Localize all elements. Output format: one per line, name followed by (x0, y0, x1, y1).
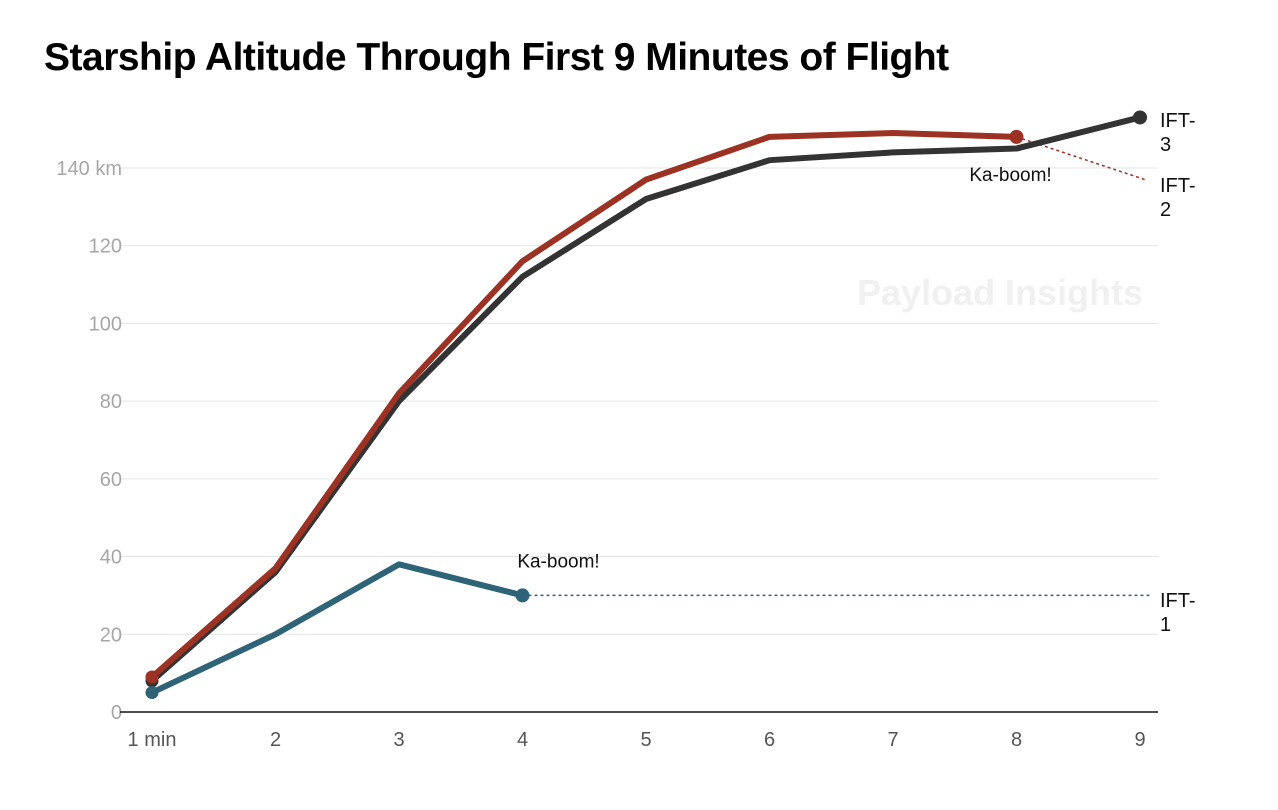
series-line-ift-1 (149, 561, 526, 696)
y-tick-label: 140 km (56, 158, 122, 180)
x-tick-label: 3 (393, 729, 404, 751)
x-tick-label: 4 (517, 729, 528, 751)
series-line-ift-3 (149, 114, 1143, 684)
series-label-line: 1 (1160, 614, 1171, 636)
series-label-line: IFT- (1160, 110, 1196, 132)
series-label-line: IFT- (1160, 590, 1196, 612)
x-tick-label: 6 (764, 729, 775, 751)
y-tick-label: 60 (100, 469, 122, 491)
y-tick-label: 40 (100, 547, 122, 569)
series-line-ift-2 (149, 129, 1020, 681)
watermark-text: Payload Insights (857, 272, 1143, 313)
y-tick-label: 80 (100, 391, 122, 413)
data-point-start-ift-2 (145, 670, 159, 684)
x-tick-label: 7 (887, 729, 898, 751)
y-tick-label: 120 (89, 236, 122, 258)
projection-line-ift-2 (1016, 136, 1146, 181)
series-label-line: IFT- (1160, 175, 1196, 197)
x-tick-label: 9 (1134, 729, 1145, 751)
series-label-ift-2: IFT-2 (1160, 175, 1196, 221)
x-tick-label: 8 (1011, 729, 1022, 751)
y-tick-label: 20 (100, 624, 122, 646)
y-tick-label: 100 (89, 313, 122, 335)
chart-title: Starship Altitude Through First 9 Minute… (44, 36, 949, 79)
data-point-end-ift-2 (1009, 129, 1024, 144)
series-label-ift-1: IFT-1 (1160, 590, 1196, 636)
y-tick-label: 0 (111, 702, 122, 724)
series-label-ift-3: IFT-3 (1160, 110, 1196, 156)
series-label-line: 2 (1160, 199, 1171, 221)
series-label-line: 3 (1160, 134, 1171, 156)
data-point-end-ift-3 (1133, 110, 1147, 125)
data-point-start-ift-1 (145, 686, 159, 700)
annotation-ift-2: Ka-boom! (969, 165, 1051, 186)
x-tick-label: 1 min (128, 729, 177, 751)
data-point-end-ift-1 (515, 588, 530, 603)
x-tick-label: 5 (640, 729, 651, 751)
annotation-ift-1: Ka-boom! (517, 551, 599, 572)
x-tick-label: 2 (270, 729, 281, 751)
